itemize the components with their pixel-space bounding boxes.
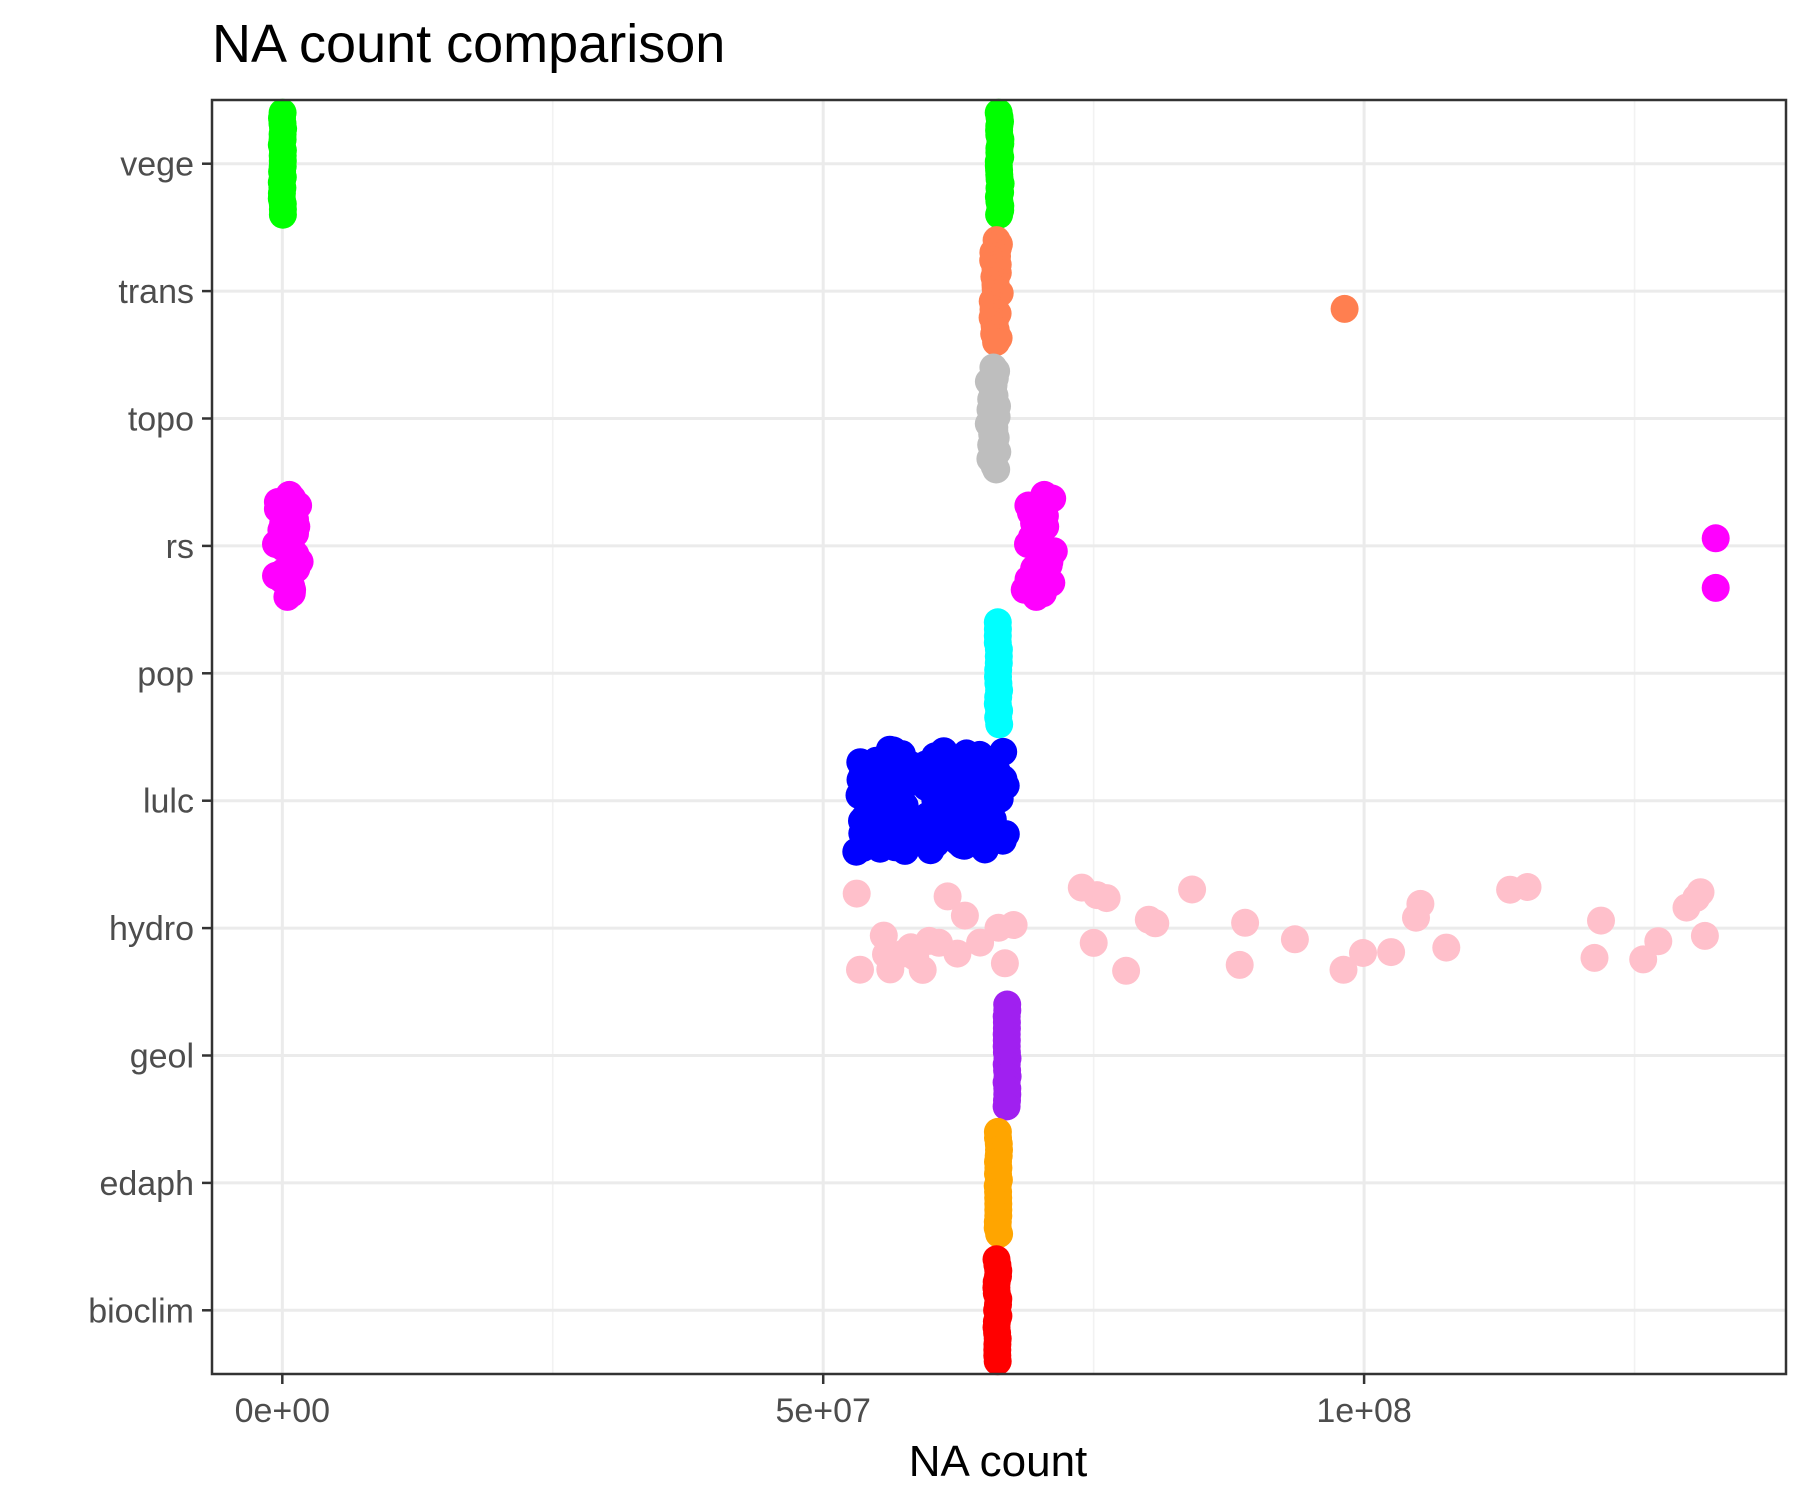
data-point-lulc bbox=[916, 836, 945, 865]
data-point-hydro bbox=[999, 911, 1028, 939]
data-point-hydro bbox=[1580, 943, 1609, 972]
data-point-trans bbox=[1330, 294, 1359, 323]
data-point-lulc bbox=[842, 837, 871, 866]
data-point-hydro bbox=[1513, 873, 1542, 901]
data-point-hydro bbox=[1280, 925, 1309, 954]
data-point-trans bbox=[982, 328, 1011, 357]
y-tick-label-lulc: lulc bbox=[143, 783, 194, 821]
y-tick-label-bioclim: bioclim bbox=[88, 1292, 194, 1330]
data-point-hydro bbox=[869, 921, 898, 950]
x-tick-label: 5e+07 bbox=[775, 1392, 871, 1430]
data-point-lulc bbox=[866, 834, 895, 863]
data-point-topo bbox=[982, 455, 1011, 484]
data-point-rs bbox=[1701, 573, 1730, 602]
data-point-lulc bbox=[970, 835, 999, 864]
x-tick-label: 1e+08 bbox=[1316, 1392, 1412, 1430]
y-tick-label-trans: trans bbox=[118, 273, 194, 311]
y-tick-label-hydro: hydro bbox=[109, 910, 194, 948]
data-point-hydro bbox=[1231, 908, 1260, 937]
data-point-hydro bbox=[1690, 921, 1719, 950]
plot-panel bbox=[210, 98, 1788, 1376]
data-point-hydro bbox=[1329, 955, 1358, 984]
data-point-geol bbox=[992, 1092, 1021, 1121]
x-axis-label: NA count bbox=[909, 1437, 1088, 1486]
data-point-edaph bbox=[985, 1219, 1014, 1248]
data-point-hydro bbox=[950, 901, 979, 930]
y-tick-label-rs: rs bbox=[166, 528, 194, 566]
y-tick-label-edaph: edaph bbox=[99, 1165, 194, 1203]
y-tick-label-vege: vege bbox=[120, 146, 194, 184]
data-point-hydro bbox=[1112, 956, 1141, 985]
x-tick-label: 0e+00 bbox=[235, 1392, 331, 1430]
data-point-hydro bbox=[943, 939, 972, 968]
data-point-hydro bbox=[1178, 875, 1207, 904]
data-point-hydro bbox=[1587, 906, 1615, 935]
chart-title: NA count comparison bbox=[212, 14, 725, 74]
data-point-hydro bbox=[1225, 950, 1254, 979]
data-point-vege bbox=[268, 200, 297, 229]
data-point-hydro bbox=[1349, 939, 1377, 967]
data-point-rs bbox=[273, 582, 302, 611]
x-axis: 0e+00 5e+07 1e+08 bbox=[235, 1374, 1412, 1430]
data-point-hydro bbox=[1377, 938, 1406, 967]
data-point-vege bbox=[985, 200, 1014, 229]
data-point-rs bbox=[1701, 524, 1730, 553]
data-point-hydro bbox=[1079, 928, 1108, 957]
data-point-bioclim bbox=[983, 1347, 1012, 1376]
data-point-hydro bbox=[1406, 889, 1435, 918]
data-points bbox=[262, 98, 1730, 1376]
y-tick-label-pop: pop bbox=[137, 655, 194, 693]
data-point-hydro bbox=[1092, 884, 1121, 913]
data-point-hydro bbox=[842, 879, 871, 908]
y-axis: bioclim edaph geol hydro lulc pop rs topo trans v… bbox=[88, 146, 212, 1330]
data-point-hydro bbox=[933, 882, 962, 911]
data-point-hydro bbox=[846, 955, 874, 984]
data-point-hydro bbox=[908, 955, 937, 984]
data-point-hydro bbox=[1432, 933, 1461, 962]
data-point-pop bbox=[985, 710, 1014, 739]
data-point-hydro bbox=[1686, 878, 1715, 907]
data-point-lulc bbox=[891, 836, 919, 865]
data-point-rs bbox=[1022, 582, 1051, 611]
data-point-hydro bbox=[990, 949, 1019, 978]
data-point-hydro bbox=[1141, 909, 1170, 938]
y-tick-label-topo: topo bbox=[128, 401, 194, 439]
y-tick-label-geol: geol bbox=[130, 1038, 194, 1076]
data-point-hydro bbox=[1644, 927, 1673, 956]
